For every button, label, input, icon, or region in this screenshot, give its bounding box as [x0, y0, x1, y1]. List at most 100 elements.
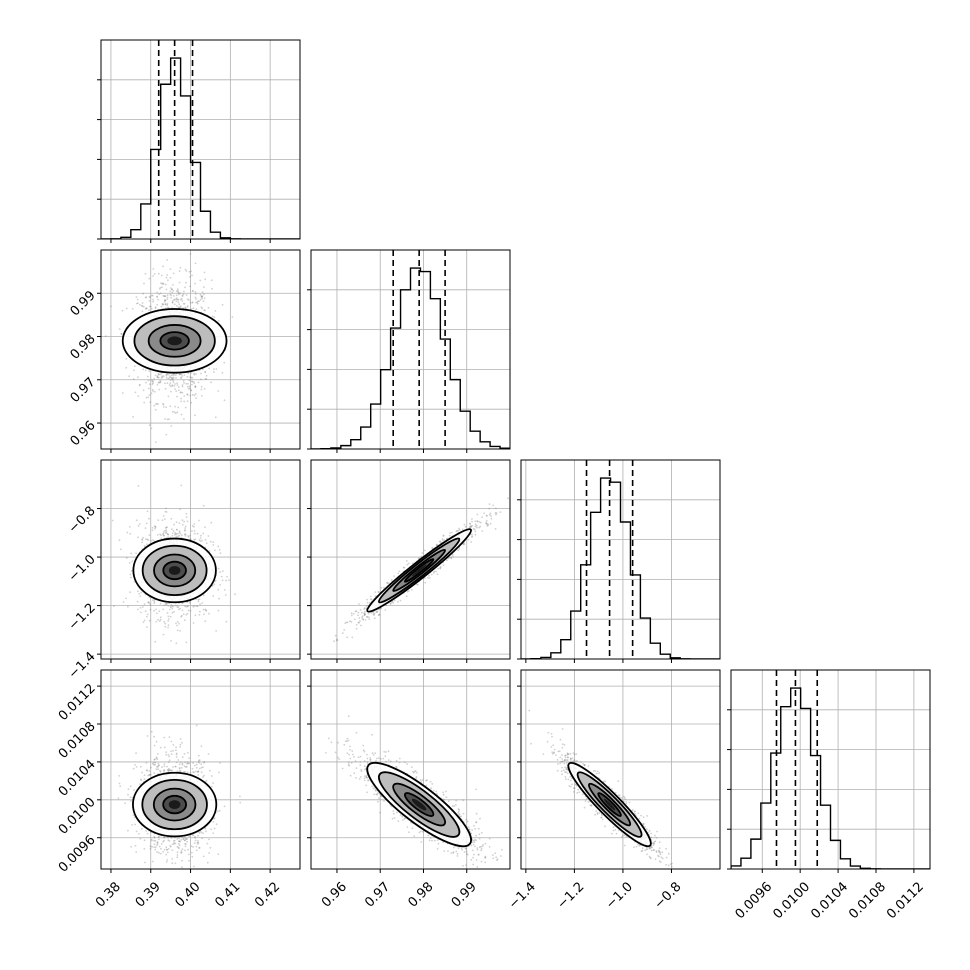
scatter-point [481, 516, 483, 518]
scatter-point [184, 766, 187, 768]
scatter-point [478, 526, 480, 529]
scatter-point [193, 523, 196, 525]
scatter-point [366, 598, 368, 601]
scatter-point [170, 374, 173, 377]
scatter-point [175, 390, 178, 393]
scatter-point [158, 610, 161, 613]
scatter-point [215, 630, 218, 632]
scatter-point [195, 298, 197, 300]
scatter-point [168, 608, 171, 611]
scatter-point [122, 601, 125, 603]
scatter-point [188, 387, 191, 390]
scatter-point [155, 768, 158, 771]
scatter-point [141, 539, 144, 541]
scatter-point [184, 529, 186, 532]
scatter-point [173, 411, 176, 413]
scatter-point [173, 610, 175, 613]
scatter-point [209, 540, 212, 543]
scatter-point [153, 763, 155, 766]
scatter-point [195, 397, 198, 399]
scatter-point [372, 613, 375, 615]
scatter-point [163, 839, 165, 842]
scatter-point [178, 281, 181, 284]
scatter-point [142, 536, 145, 539]
scatter-point [169, 375, 171, 377]
scatter-point [214, 549, 216, 552]
scatter-point [180, 400, 183, 403]
scatter-point [346, 621, 349, 624]
scatter-point [136, 302, 139, 305]
scatter-point [355, 624, 358, 626]
scatter-point [176, 629, 179, 632]
scatter-point [364, 610, 366, 613]
scatter-point [167, 753, 170, 756]
scatter-point [154, 525, 157, 528]
scatter-point [212, 595, 215, 597]
scatter-point [156, 375, 159, 378]
scatter-point [127, 788, 130, 790]
scatter-point [172, 378, 174, 380]
scatter-point [224, 594, 227, 596]
scatter-point [439, 566, 442, 568]
scatter-point [204, 608, 207, 611]
scatter-point [194, 385, 197, 388]
scatter-point [185, 512, 188, 515]
scatter-point [137, 395, 140, 397]
scatter-point [150, 294, 153, 297]
scatter-point [397, 572, 400, 575]
scatter-point [424, 581, 427, 584]
scatter-point [386, 581, 389, 584]
scatter-point [138, 523, 141, 525]
scatter-point [156, 841, 159, 843]
scatter-point [167, 620, 170, 622]
scatter-point [133, 365, 136, 367]
scatter-point [176, 604, 178, 607]
scatter-point [129, 785, 132, 788]
scatter-point [165, 529, 168, 531]
scatter-point [142, 305, 145, 308]
scatter-point [189, 285, 192, 288]
scatter-point [162, 403, 165, 406]
scatter-point [169, 385, 172, 388]
scatter-point [171, 291, 174, 294]
scatter-point [164, 418, 166, 420]
scatter-point [149, 296, 152, 299]
scatter-point [169, 382, 172, 385]
scatter-point [190, 851, 193, 854]
scatter-point [152, 382, 154, 385]
scatter-point [363, 608, 366, 610]
scatter-point [157, 373, 160, 376]
contour-0 [132, 537, 217, 604]
scatter-point [191, 274, 193, 277]
scatter-point [194, 764, 196, 767]
scatter-point [180, 377, 183, 379]
scatter-point [187, 299, 190, 301]
scatter-point [165, 753, 168, 756]
scatter-point [383, 586, 385, 589]
scatter-point [148, 619, 151, 622]
scatter-point [201, 297, 204, 300]
scatter-point [141, 302, 144, 304]
scatter-point [176, 528, 178, 531]
scatter-point [163, 295, 166, 298]
scatter-point [139, 303, 141, 306]
scatter-point [150, 392, 153, 395]
scatter-point [163, 769, 166, 771]
scatter-point [472, 527, 475, 530]
scatter-point [118, 539, 121, 542]
scatter-point [156, 303, 159, 306]
scatter-point [198, 767, 201, 770]
scatter-point [150, 307, 153, 310]
scatter-point [436, 544, 438, 547]
scatter-point [221, 371, 224, 374]
scatter-point [196, 301, 199, 304]
scatter-point [341, 632, 344, 634]
scatter-point [160, 843, 163, 845]
scatter-point [155, 740, 158, 743]
scatter-point [181, 385, 184, 388]
scatter-point [177, 606, 180, 608]
scatter-point [199, 293, 202, 296]
scatter-point [181, 300, 184, 302]
scatter-point [147, 396, 150, 399]
panel-content [101, 670, 300, 869]
